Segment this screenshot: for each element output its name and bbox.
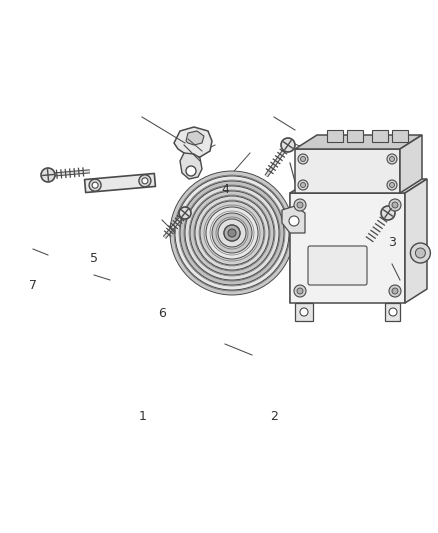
Circle shape [294, 285, 306, 297]
Circle shape [224, 225, 240, 241]
Polygon shape [385, 303, 400, 321]
Circle shape [415, 248, 425, 258]
Polygon shape [327, 130, 343, 142]
Circle shape [41, 168, 55, 182]
Text: 6: 6 [158, 307, 166, 320]
Circle shape [389, 157, 395, 161]
Polygon shape [392, 130, 408, 142]
Polygon shape [295, 149, 400, 193]
Circle shape [190, 191, 274, 275]
Circle shape [392, 288, 398, 294]
Circle shape [300, 182, 305, 188]
Circle shape [170, 171, 294, 295]
Circle shape [294, 199, 306, 211]
Circle shape [381, 206, 395, 220]
Circle shape [389, 285, 401, 297]
Text: 7: 7 [29, 279, 37, 292]
Polygon shape [400, 135, 422, 193]
Polygon shape [295, 303, 313, 321]
Text: 3: 3 [388, 236, 396, 249]
Text: 5: 5 [90, 252, 98, 265]
Circle shape [200, 201, 264, 265]
Circle shape [92, 182, 98, 188]
Circle shape [175, 176, 289, 290]
Polygon shape [186, 131, 204, 145]
Polygon shape [282, 206, 305, 233]
Circle shape [185, 186, 279, 280]
Circle shape [195, 196, 269, 270]
Circle shape [387, 180, 397, 190]
Circle shape [389, 182, 395, 188]
Polygon shape [180, 153, 202, 179]
Circle shape [224, 225, 240, 241]
Polygon shape [372, 130, 388, 142]
Circle shape [228, 229, 236, 237]
FancyBboxPatch shape [308, 246, 367, 285]
Circle shape [300, 308, 308, 316]
Text: 2: 2 [270, 410, 278, 423]
Circle shape [389, 308, 397, 316]
Circle shape [89, 179, 101, 191]
Circle shape [179, 207, 191, 219]
Polygon shape [290, 193, 294, 303]
Circle shape [300, 157, 305, 161]
Polygon shape [405, 179, 427, 303]
Polygon shape [174, 127, 212, 157]
Polygon shape [295, 135, 422, 149]
Circle shape [281, 138, 295, 152]
Circle shape [392, 202, 398, 208]
Text: 1: 1 [138, 410, 146, 423]
Polygon shape [290, 179, 427, 193]
Circle shape [212, 213, 252, 253]
Polygon shape [347, 130, 363, 142]
Polygon shape [85, 173, 155, 192]
Circle shape [218, 219, 246, 247]
Circle shape [206, 207, 258, 259]
Circle shape [297, 202, 303, 208]
Circle shape [186, 166, 196, 176]
Circle shape [139, 175, 151, 187]
Circle shape [389, 199, 401, 211]
Circle shape [142, 178, 148, 184]
Circle shape [297, 288, 303, 294]
Circle shape [298, 154, 308, 164]
Circle shape [410, 243, 431, 263]
Text: 4: 4 [222, 183, 230, 196]
Circle shape [387, 154, 397, 164]
Circle shape [180, 181, 284, 285]
Circle shape [298, 180, 308, 190]
Polygon shape [290, 193, 405, 303]
Circle shape [289, 216, 299, 226]
